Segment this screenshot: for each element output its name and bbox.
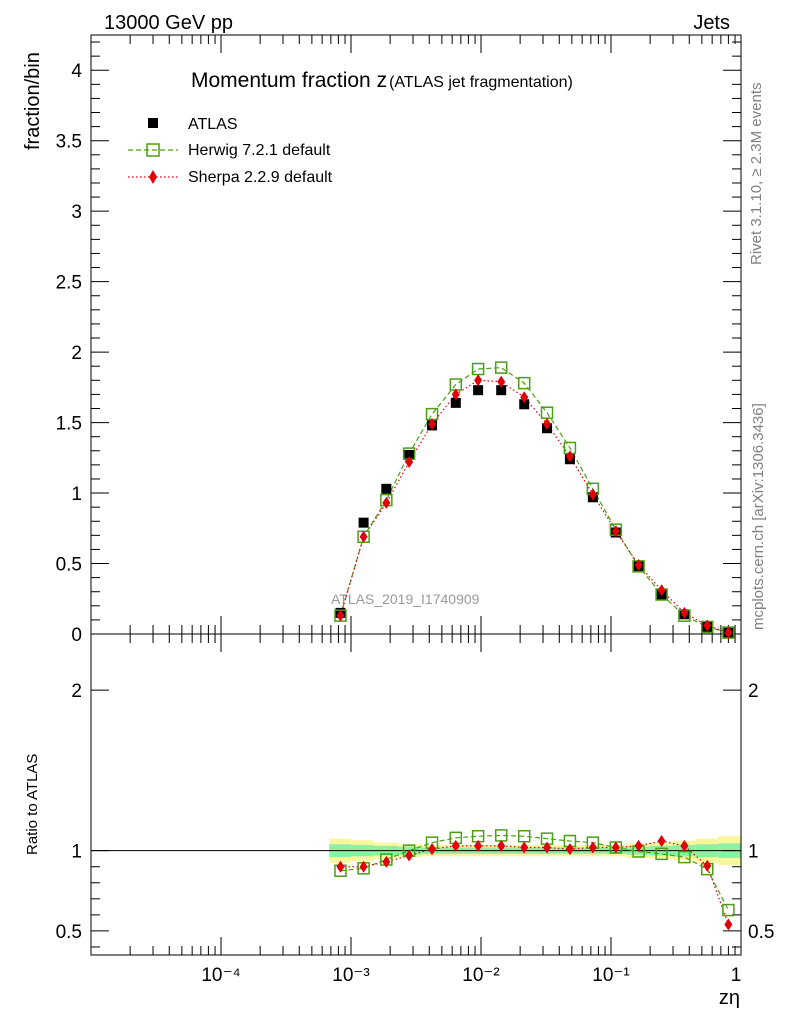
atlas-point <box>473 385 484 396</box>
herwig-ratio-point <box>655 847 668 861</box>
sherpa-ratio-point <box>634 839 643 852</box>
y-tick-label-top: 1.5 <box>56 414 82 435</box>
y-axis-label-top: fraction/bin <box>22 52 44 150</box>
analysis-watermark: ATLAS_2019_I1740909 <box>331 591 480 607</box>
category-label: Jets <box>693 12 730 34</box>
herwig-ratio-line <box>340 834 729 911</box>
y-tick-label-ratio-right: 0.5 <box>748 922 774 943</box>
tick-labels: 10⁻⁴ 10⁻³ 10⁻² 10⁻¹ 1 0 0.5 1 1.5 2 2.5 3 3.5 4 0.5 0.5… <box>56 61 775 986</box>
sherpa-point <box>611 525 620 538</box>
sherpa-point <box>359 530 368 543</box>
herwig-ratio-point <box>722 903 735 917</box>
ratio-panel-frame <box>90 633 742 956</box>
legend-marker-sherpa <box>149 170 157 184</box>
y-tick-label-ratio-right: 1 <box>748 842 759 863</box>
sherpa-ratio-point <box>543 841 552 854</box>
sherpa-ratio-point <box>724 918 733 931</box>
y-tick-label-top: 0.5 <box>56 555 82 576</box>
sherpa-point <box>336 609 345 622</box>
rivet-label: Rivet 3.1.10, ≥ 2.3M events <box>748 83 765 266</box>
sherpa-ratio-point <box>611 841 620 854</box>
sherpa-ratio-point <box>680 839 689 852</box>
sherpa-ratio-point <box>382 855 391 868</box>
sherpa-point <box>520 391 529 404</box>
sherpa-ratio-point <box>359 860 368 873</box>
legend-label-atlas: ATLAS <box>188 116 238 133</box>
atlas-point <box>358 517 369 528</box>
sherpa-point <box>451 388 460 401</box>
y-tick-label-top: 2 <box>71 343 82 364</box>
atlas-point <box>404 450 415 461</box>
legend: ATLAS Herwig 7.2.1 default Sherpa 2.2.9 … <box>128 116 333 186</box>
sherpa-point <box>428 417 437 430</box>
atlas-point <box>519 399 530 410</box>
sherpa-ratio-point <box>428 843 437 856</box>
herwig-point <box>494 361 508 374</box>
y-axis-label-bottom: Ratio to ATLAS <box>24 754 41 855</box>
sherpa-ratio-point <box>451 839 460 852</box>
sherpa-point <box>543 417 552 430</box>
sherpa-point <box>382 496 391 509</box>
x-tick-label: 10⁻¹ <box>592 965 630 986</box>
sherpa-point <box>565 450 574 463</box>
sherpa-ratio-point <box>657 835 666 848</box>
y-tick-label-ratio-right: 2 <box>748 681 759 702</box>
plot-title: Momentum fraction z (ATLAS jet fragmentat… <box>191 69 573 92</box>
legend-label-sherpa: Sherpa 2.2.9 default <box>188 169 333 186</box>
legend-marker-herwig <box>146 143 160 157</box>
sherpa-ratio-line <box>340 840 729 925</box>
sherpa-point <box>680 606 689 619</box>
legend-marker-atlas <box>148 118 158 128</box>
sherpa-point <box>634 558 643 571</box>
y-tick-label-top: 0 <box>71 625 82 646</box>
atlas-point <box>450 397 461 408</box>
y-tick-label-top: 3 <box>71 202 82 223</box>
plot-title-main: Momentum fraction z <box>191 69 387 92</box>
sherpa-point <box>724 626 733 639</box>
y-tick-label-ratio-left: 2 <box>71 681 82 702</box>
sherpa-ratio-point <box>336 860 345 873</box>
data-series <box>334 361 735 931</box>
herwig-point <box>517 376 531 390</box>
plot-title-sub: (ATLAS jet fragmentation) <box>389 74 573 91</box>
y-tick-label-ratio-left: 0.5 <box>56 922 82 943</box>
atlas-point <box>496 385 507 396</box>
sherpa-point <box>588 488 597 501</box>
y-tick-label-top: 2.5 <box>56 273 82 294</box>
x-tick-label: 10⁻² <box>462 965 500 986</box>
x-axis-label: zη <box>719 987 740 1009</box>
x-tick-label: 10⁻⁴ <box>201 965 240 986</box>
sherpa-ratio-point <box>703 859 712 872</box>
sherpa-point <box>497 375 506 388</box>
sherpa-ratio-point <box>520 841 529 854</box>
sherpa-point <box>657 584 666 597</box>
y-tick-label-top: 3.5 <box>56 132 82 153</box>
x-tick-label: 1 <box>731 965 742 986</box>
legend-label-herwig: Herwig 7.2.1 default <box>188 142 331 159</box>
x-tick-label: 10⁻³ <box>332 965 370 986</box>
sherpa-ratio-point <box>588 841 597 854</box>
energy-label: 13000 GeV pp <box>104 12 233 34</box>
mcplots-label: mcplots.cern.ch [arXiv:1306.3436] <box>750 403 767 630</box>
sherpa-point <box>405 456 414 469</box>
sherpa-point <box>474 374 483 387</box>
sherpa-point <box>703 619 712 632</box>
sherpa-ratio-point <box>565 843 574 856</box>
sherpa-ratio-point <box>474 839 483 852</box>
sherpa-ratio-point <box>405 849 414 862</box>
y-tick-label-top: 4 <box>71 61 82 82</box>
y-tick-label-top: 1 <box>71 484 82 505</box>
atlas-point <box>381 483 392 494</box>
y-tick-label-ratio-left: 1 <box>71 842 82 863</box>
sherpa-ratio-point <box>497 839 506 852</box>
